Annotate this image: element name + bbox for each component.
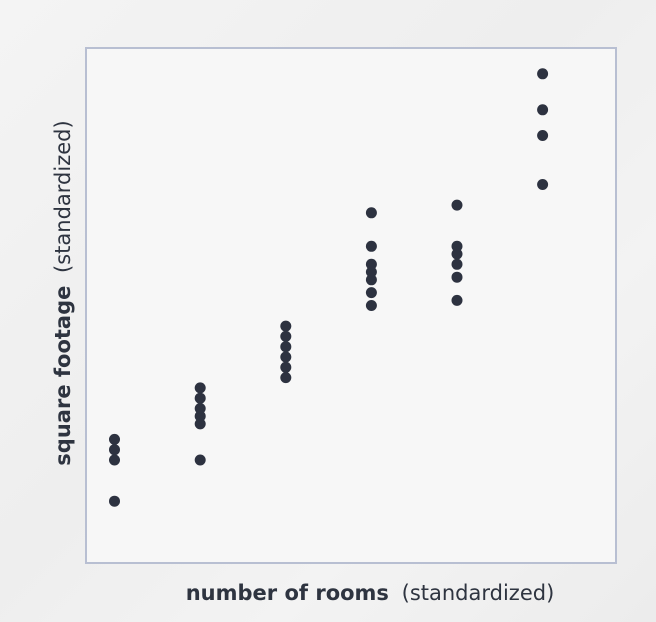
- data-point: [537, 130, 549, 141]
- data-point: [537, 104, 549, 116]
- x-axis-label-main: number of rooms: [186, 581, 389, 605]
- data-point: [109, 444, 120, 456]
- data-point: [365, 258, 377, 270]
- data-point: [194, 418, 206, 430]
- data-point: [365, 300, 377, 311]
- x-axis-label-qualifier: (standardized): [402, 581, 555, 605]
- data-point: [194, 410, 206, 422]
- data-point: [365, 207, 377, 219]
- data-point: [194, 392, 206, 404]
- data-point: [365, 287, 377, 299]
- data-point: [451, 248, 463, 260]
- data-points: [109, 68, 549, 507]
- data-point: [280, 361, 292, 373]
- data-point: [280, 372, 292, 384]
- data-point: [194, 382, 206, 394]
- data-point: [280, 330, 292, 342]
- x-axis-label: number of rooms (standardized): [186, 581, 555, 605]
- y-axis-label-main: square footage: [51, 286, 75, 466]
- data-point: [280, 341, 292, 353]
- data-point: [109, 454, 120, 466]
- data-point: [451, 199, 463, 211]
- data-point: [280, 320, 292, 332]
- data-point: [451, 240, 463, 252]
- data-point: [365, 240, 377, 252]
- data-point: [280, 351, 292, 363]
- data-point: [109, 495, 120, 507]
- y-axis-label-qualifier: (standardized): [51, 120, 75, 273]
- plot-area-frame: [85, 47, 617, 564]
- data-point: [451, 294, 463, 306]
- data-point: [451, 271, 463, 283]
- data-point: [194, 454, 206, 466]
- data-point: [365, 266, 377, 278]
- data-point: [537, 68, 549, 80]
- y-axis-label: square footage (standardized): [51, 120, 75, 465]
- data-point: [537, 179, 549, 190]
- data-point: [194, 403, 206, 414]
- data-point: [365, 274, 377, 286]
- data-point: [451, 258, 463, 270]
- data-point: [109, 433, 120, 445]
